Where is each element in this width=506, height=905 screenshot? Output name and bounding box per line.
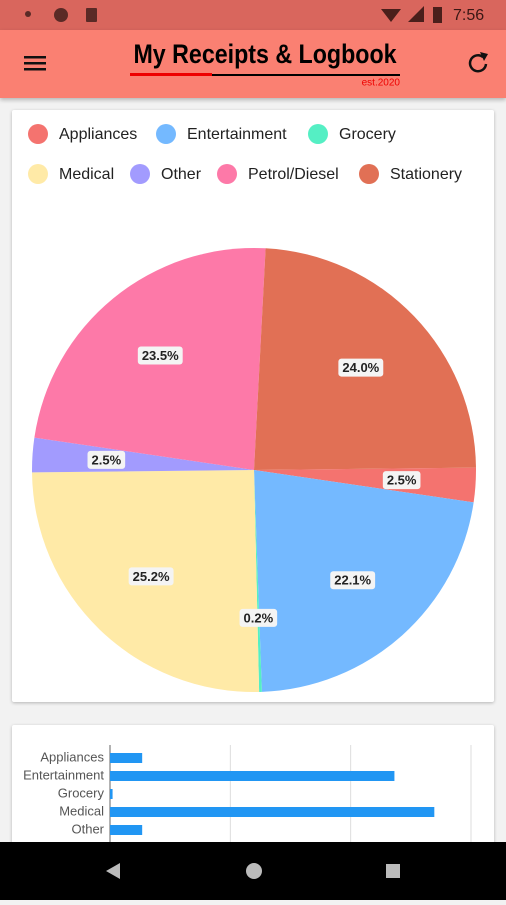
notification-icon <box>54 8 68 22</box>
notification-icon <box>25 11 31 17</box>
bar-chart: Appliances Entertainment Grocery Medical Oth… <box>23 745 472 842</box>
legend-swatch <box>28 124 48 144</box>
pie-slice <box>32 437 254 473</box>
nav-bar <box>0 842 506 900</box>
bar <box>110 753 143 763</box>
legend-swatch <box>217 164 237 184</box>
slice-label-text: 24.0% <box>342 360 379 375</box>
battery-icon <box>433 7 442 23</box>
recents-button[interactable] <box>386 864 400 878</box>
menu-button[interactable] <box>24 56 46 71</box>
legend-label: Other <box>161 166 202 183</box>
slice-label-text: 25.2% <box>133 569 170 584</box>
wifi-icon <box>381 9 401 22</box>
app-bar-content: My Receipts & Logbook est.2020 <box>24 40 488 89</box>
bar <box>110 807 435 817</box>
menu-line <box>24 68 46 71</box>
status-icons: 7:56 <box>25 6 484 24</box>
bar-card-viewport: Appliances Entertainment Grocery Medical Oth… <box>0 715 506 842</box>
slice-label: 24.0% <box>338 358 384 377</box>
legend-label: Petrol/Diesel <box>248 166 339 183</box>
legend-swatch <box>156 124 176 144</box>
slice-label: 22.1% <box>330 571 376 590</box>
app-bar: My Receipts & Logbook est.2020 <box>0 30 506 98</box>
app-subtitle: est.2020 <box>362 78 401 89</box>
legend-label: Entertainment <box>187 126 287 143</box>
signal-icon <box>408 6 424 22</box>
slice-label-text: 0.2% <box>244 610 274 625</box>
nav-buttons <box>106 863 400 879</box>
bar <box>110 771 395 781</box>
slice-label-bg <box>382 471 421 490</box>
pie-card: Appliances Entertainment Grocery Medical Oth… <box>12 110 494 702</box>
menu-line <box>24 56 46 59</box>
y-tick-label: Medical <box>59 803 104 818</box>
title-underline <box>212 74 400 76</box>
y-tick-label: Appliances <box>40 749 104 764</box>
pie-slice <box>254 467 476 503</box>
slice-label-text: 23.5% <box>142 348 179 363</box>
home-button[interactable] <box>246 863 262 879</box>
notification-icon <box>86 8 97 22</box>
slice-label: 25.2% <box>128 567 174 586</box>
slice-label-text: 2.5% <box>387 473 417 488</box>
slice-label-text: 22.1% <box>334 573 371 588</box>
back-button[interactable] <box>106 863 120 879</box>
slice-label-bg <box>239 608 278 627</box>
menu-line <box>24 62 46 65</box>
bar <box>110 825 143 835</box>
slice-label-bg <box>338 358 384 377</box>
y-tick-label: Grocery <box>58 785 105 800</box>
title-underline <box>130 73 212 76</box>
slice-label: 2.5% <box>87 450 126 469</box>
legend-label: Appliances <box>59 126 137 143</box>
refresh-arrow <box>480 52 488 61</box>
y-tick-label: Entertainment <box>23 767 104 782</box>
slice-label-bg <box>137 346 183 365</box>
pie-chart: Appliances Entertainment Grocery Medical Oth… <box>28 124 476 692</box>
legend-swatch <box>28 164 48 184</box>
slice-label-bg <box>330 571 376 590</box>
slice-label-bg <box>87 450 126 469</box>
y-tick-label: Other <box>71 821 104 836</box>
slice-label: 23.5% <box>137 346 183 365</box>
legend-label: Grocery <box>339 126 396 143</box>
app-title: My Receipts & Logbook <box>133 40 397 70</box>
status-bar: 7:56 <box>0 0 506 30</box>
bar <box>110 789 113 799</box>
legend-label: Medical <box>59 166 114 183</box>
slice-label-text: 2.5% <box>92 452 122 467</box>
bar-card: Appliances Entertainment Grocery Medical Oth… <box>12 725 494 842</box>
refresh-button[interactable] <box>468 52 488 73</box>
legend-swatch <box>308 124 328 144</box>
refresh-arc <box>468 54 488 73</box>
legend-swatch <box>359 164 379 184</box>
clock: 7:56 <box>453 7 484 24</box>
legend-label: Stationery <box>390 166 462 183</box>
slice-label: 2.5% <box>382 471 421 490</box>
pie-slice <box>254 470 262 692</box>
slice-label: 0.2% <box>239 608 278 627</box>
legend-swatch <box>130 164 150 184</box>
slice-label-bg <box>128 567 174 586</box>
